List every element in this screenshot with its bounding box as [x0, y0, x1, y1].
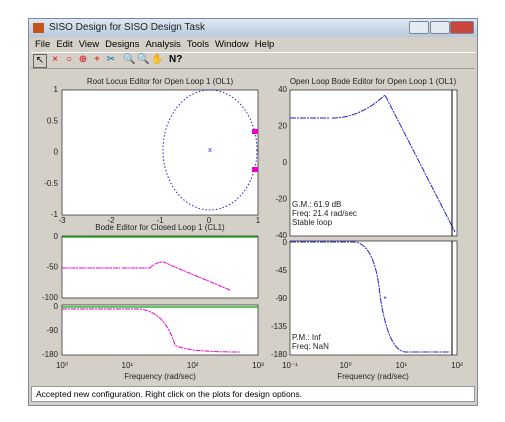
y-tick-label: 0: [54, 148, 59, 157]
closed-loop-pole[interactable]: [252, 129, 258, 134]
x-tick-label: 10¹: [396, 361, 408, 370]
cl-mag-axes: [62, 236, 258, 298]
phase-marker: *: [383, 295, 386, 304]
y-tick-label: -45: [275, 266, 287, 275]
annotation: Stable loop: [292, 218, 333, 227]
x-tick-label: 10⁻¹: [282, 361, 298, 370]
x-tick-label: -2: [107, 216, 115, 225]
annotation: Freq: NaN: [292, 342, 329, 351]
y-tick-label: 20: [278, 122, 287, 131]
y-tick-label: -1: [51, 210, 59, 219]
cl-phase-axes: [62, 305, 258, 355]
y-tick-label: -0.5: [44, 179, 58, 188]
y-tick-label: -100: [42, 293, 59, 302]
y-tick-label: -180: [271, 350, 288, 359]
plots: x * Root Locus Editor for Open Loop 1 (O…: [0, 0, 505, 422]
x-tick-label: 10⁰: [340, 361, 352, 370]
y-tick-label: 0: [54, 232, 59, 241]
y-tick-label: 0: [283, 158, 288, 167]
y-tick-label: 0: [54, 302, 59, 311]
x-tick-label: 1: [256, 216, 261, 225]
annotation: P.M.: Inf: [292, 333, 322, 342]
y-tick-label: 1: [54, 85, 59, 94]
x-tick-label: 10¹: [122, 361, 134, 370]
x-tick-label: 10²: [451, 361, 463, 370]
x-tick-label: 10²: [187, 361, 199, 370]
x-tick-label: 10³: [252, 361, 264, 370]
y-tick-label: 0: [283, 238, 288, 247]
annotation: Freq: 21.4 rad/sec: [292, 209, 357, 218]
root-locus-axes: [62, 90, 258, 215]
x-tick-label: -1: [156, 216, 164, 225]
y-tick-label: -50: [46, 263, 58, 272]
y-tick-label: -180: [42, 350, 59, 359]
y-tick-label: -135: [271, 322, 288, 331]
y-tick-label: -90: [46, 326, 58, 335]
page: SISO Design for SISO Design Task FileEdi…: [0, 0, 505, 422]
y-tick-label: 0.5: [47, 116, 59, 125]
plot-title: Root Locus Editor for Open Loop 1 (OL1): [87, 77, 234, 86]
pole-marker: x: [208, 147, 212, 154]
y-tick-label: 40: [278, 85, 287, 94]
plot-title: Open Loop Bode Editor for Open Loop 1 (O…: [290, 77, 457, 86]
annotation: G.M.: 61.9 dB: [292, 200, 341, 209]
x-label: Frequency (rad/sec): [124, 372, 196, 381]
x-tick-label: 0: [207, 216, 212, 225]
x-tick-label: -3: [58, 216, 66, 225]
x-label: Frequency (rad/sec): [337, 372, 409, 381]
x-tick-label: 10⁰: [56, 361, 68, 370]
y-tick-label: -20: [275, 195, 287, 204]
closed-loop-pole[interactable]: [252, 167, 258, 172]
y-tick-label: -90: [275, 294, 287, 303]
